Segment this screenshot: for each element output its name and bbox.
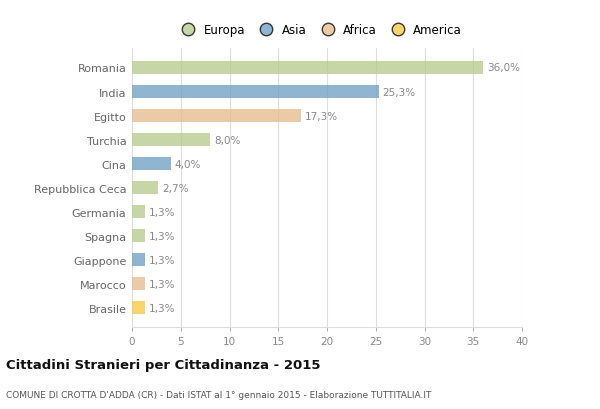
Bar	[132, 110, 301, 123]
Legend: Europa, Asia, Africa, America: Europa, Asia, Africa, America	[174, 22, 464, 39]
Text: Cittadini Stranieri per Cittadinanza - 2015: Cittadini Stranieri per Cittadinanza - 2…	[6, 358, 320, 371]
Bar	[132, 229, 145, 243]
Text: 17,3%: 17,3%	[305, 111, 338, 121]
Text: 25,3%: 25,3%	[383, 87, 416, 97]
Text: 1,3%: 1,3%	[149, 279, 175, 289]
Text: 4,0%: 4,0%	[175, 159, 201, 169]
Bar	[132, 277, 145, 290]
Text: 1,3%: 1,3%	[149, 231, 175, 241]
Text: 36,0%: 36,0%	[487, 63, 520, 73]
Bar	[132, 86, 379, 99]
Bar	[132, 62, 483, 75]
Text: 1,3%: 1,3%	[149, 303, 175, 313]
Bar	[132, 254, 145, 267]
Bar	[132, 182, 158, 195]
Bar	[132, 301, 145, 315]
Bar	[132, 205, 145, 219]
Bar	[132, 157, 171, 171]
Text: 1,3%: 1,3%	[149, 207, 175, 217]
Text: COMUNE DI CROTTA D'ADDA (CR) - Dati ISTAT al 1° gennaio 2015 - Elaborazione TUTT: COMUNE DI CROTTA D'ADDA (CR) - Dati ISTA…	[6, 390, 431, 399]
Bar	[132, 134, 210, 147]
Text: 2,7%: 2,7%	[162, 183, 189, 193]
Text: 8,0%: 8,0%	[214, 135, 240, 145]
Text: 1,3%: 1,3%	[149, 255, 175, 265]
